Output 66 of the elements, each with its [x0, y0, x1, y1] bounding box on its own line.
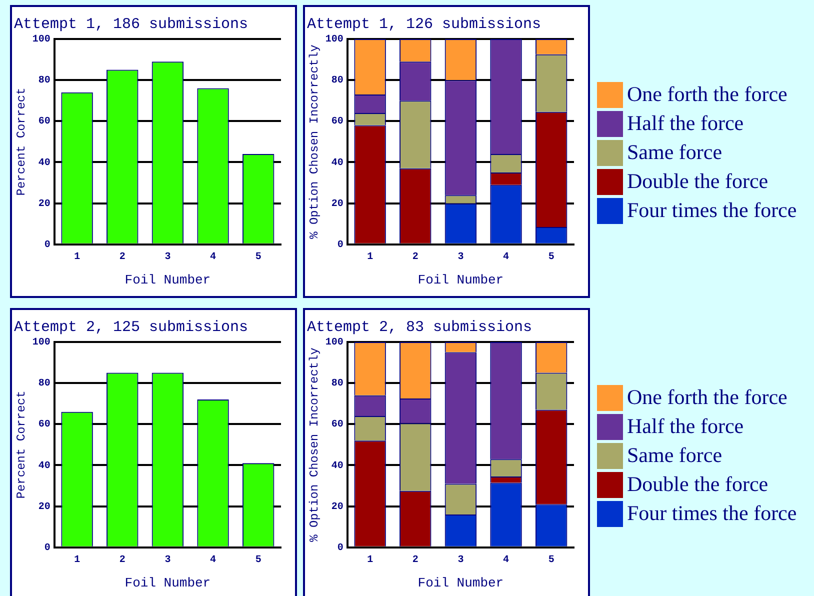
y-tick-label: 40 — [331, 158, 344, 169]
y-tick-label: 20 — [38, 502, 50, 513]
y-tick-label: 80 — [331, 76, 344, 87]
x-axis-title: Foil Number — [418, 576, 504, 591]
y-axis-title: % Option Chosen Incorrectly — [307, 347, 322, 542]
y-tick-label: 40 — [38, 158, 50, 169]
x-tick-label: 5 — [255, 554, 262, 566]
x-tick-label: 4 — [210, 554, 216, 566]
x-tick-label: 4 — [210, 252, 216, 263]
legend-label: One forth the force — [627, 385, 788, 410]
y-tick-label: 100 — [325, 34, 344, 46]
x-tick-label: 1 — [74, 252, 80, 263]
legend-label: Double the force — [627, 169, 768, 194]
y-tick-label: 40 — [38, 460, 50, 472]
legend-label: One forth the force — [627, 82, 788, 107]
y-tick-label: 60 — [331, 116, 344, 128]
x-tick-label: 1 — [74, 554, 80, 566]
y-tick-label: 80 — [331, 378, 344, 390]
x-tick-label: 2 — [412, 554, 418, 566]
x-axis-title: Foil Number — [124, 576, 211, 591]
x-tick-label: 5 — [548, 554, 554, 566]
chart-title: Attempt 2, 83 submissions — [307, 318, 532, 336]
x-axis-title: Foil Number — [124, 272, 211, 288]
x-axis-title: Foil Number — [418, 272, 504, 288]
x-tick-label: 3 — [458, 554, 464, 566]
legend-label: Same force — [627, 443, 722, 468]
y-tick-label: 0 — [44, 542, 50, 554]
x-tick-label: 1 — [367, 252, 374, 263]
y-tick-label: 20 — [331, 502, 344, 513]
x-tick-label: 3 — [164, 252, 171, 263]
y-axis-title: % Option Chosen Incorrectly — [307, 44, 322, 239]
x-tick-label: 3 — [164, 554, 171, 566]
x-tick-label: 2 — [119, 252, 126, 263]
x-tick-label: 5 — [548, 252, 554, 263]
y-tick-label: 20 — [38, 198, 50, 210]
y-axis-title: Percent Correct — [14, 390, 28, 499]
legend-label: Half the force — [627, 111, 744, 136]
x-tick-label: 4 — [503, 252, 510, 263]
legend-label: Double the force — [627, 472, 768, 497]
y-tick-label: 80 — [38, 378, 50, 390]
chart-title: Attempt 1, 186 submissions — [14, 16, 248, 33]
x-tick-label: 2 — [412, 252, 418, 263]
y-tick-label: 60 — [331, 420, 344, 431]
y-tick-label: 60 — [38, 420, 50, 431]
y-tick-label: 0 — [337, 542, 344, 554]
legend-label: Half the force — [627, 414, 744, 439]
y-tick-label: 60 — [38, 116, 50, 128]
x-tick-label: 2 — [119, 554, 126, 566]
y-tick-label: 100 — [32, 34, 50, 46]
y-axis-title: Percent Correct — [14, 88, 28, 196]
chart-title: Attempt 1, 126 submissions — [307, 16, 542, 33]
legend-label: Same force — [627, 140, 722, 165]
y-tick-label: 40 — [331, 460, 344, 472]
chart-title: Attempt 2, 125 submissions — [14, 318, 248, 336]
legend-label: Four times the force — [627, 501, 797, 526]
x-tick-label: 4 — [503, 554, 510, 566]
legend-label: Four times the force — [627, 198, 797, 223]
y-tick-label: 20 — [331, 198, 344, 210]
y-tick-label: 80 — [38, 76, 50, 87]
y-tick-label: 0 — [44, 240, 50, 251]
y-tick-label: 100 — [325, 338, 344, 349]
x-tick-label: 5 — [255, 252, 262, 263]
y-tick-label: 100 — [32, 338, 50, 349]
x-tick-label: 1 — [367, 554, 374, 566]
x-tick-label: 3 — [458, 252, 464, 263]
y-tick-label: 0 — [337, 240, 344, 251]
